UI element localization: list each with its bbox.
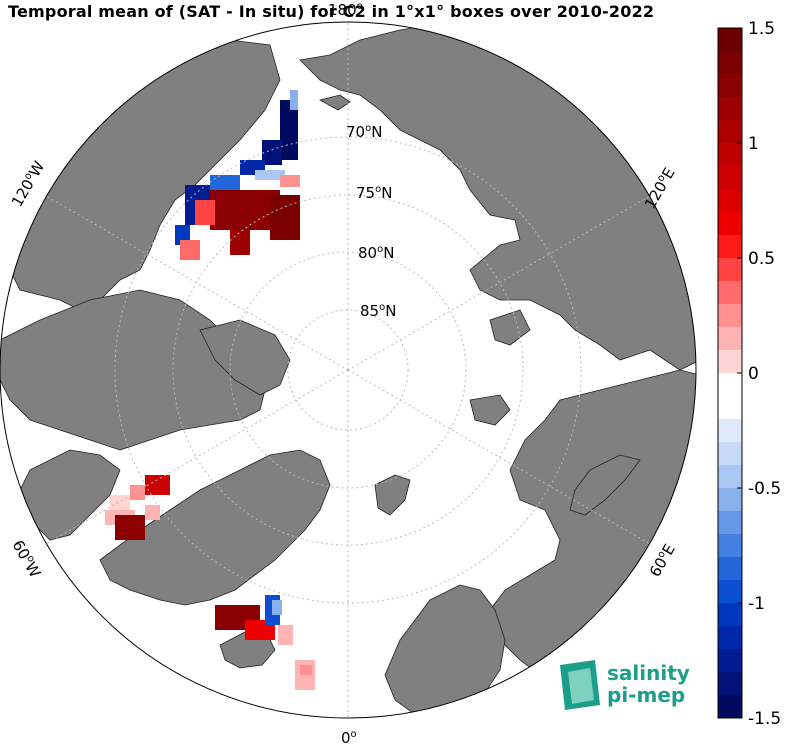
colorbar-tick-label: 0.5 (748, 249, 775, 269)
box (145, 475, 170, 495)
graticule (45, 22, 651, 718)
latitude-labels: 70oN 75oN 80oN 85oN (346, 123, 396, 320)
box (280, 175, 300, 187)
lat-label-80: 80oN (358, 244, 394, 262)
colorbar-tick-label: 1 (748, 134, 759, 154)
lat-label-70: 70oN (346, 123, 382, 141)
colorbar (717, 27, 743, 719)
colorbar-segment (718, 649, 742, 673)
colorbar-ticks: 1.5 1 0.5 0 -0.5 -1 -1.5 (737, 19, 781, 729)
box (300, 665, 312, 675)
colorbar-tick-label: -1 (748, 594, 765, 614)
colorbar-tick-label: 0 (748, 364, 759, 384)
box (280, 100, 298, 160)
colorbar-tick-label: 1.5 (748, 19, 775, 39)
colorbar-segment (718, 488, 742, 512)
colorbar-segment (718, 51, 742, 75)
colorbar-segment (718, 143, 742, 167)
anomaly-boxes (105, 90, 315, 690)
colorbar-segment (718, 327, 742, 351)
salinity-pimep-logo: salinity pi-mep (560, 660, 690, 710)
box (278, 625, 293, 645)
colorbar-segment (718, 626, 742, 650)
land-svalbard (374, 474, 411, 516)
box (230, 230, 250, 255)
colorbar-segment (718, 281, 742, 305)
box (210, 190, 280, 230)
colorbar-segment (718, 373, 742, 397)
box (180, 240, 200, 260)
box (130, 485, 145, 500)
lon-label-120w: 120oW (8, 158, 48, 210)
colorbar-segment (718, 442, 742, 466)
lon-label-180: 180o (328, 1, 363, 19)
colorbar-segment (718, 695, 742, 719)
colorbar-segment (718, 189, 742, 213)
colorbar-segment (718, 534, 742, 558)
land-ellesmere (199, 319, 291, 396)
lat-label-75: 75oN (356, 184, 392, 202)
colorbar-segment (718, 419, 742, 443)
land-novaya-zemlya (569, 454, 641, 516)
box (210, 175, 240, 190)
lon-label-0: 0o (341, 729, 357, 747)
land-wrangel (318, 94, 351, 111)
box (272, 600, 282, 615)
colorbar-segment (718, 557, 742, 581)
lon-label-120e: 120oE (641, 165, 679, 212)
colorbar-segment (718, 258, 742, 282)
land-scandinavia (384, 584, 506, 718)
box (270, 195, 300, 240)
colorbar-segment (718, 74, 742, 98)
colorbar-segment (718, 120, 742, 144)
box (115, 515, 145, 540)
colorbar-segment (718, 97, 742, 121)
map-title: Temporal mean of (SAT - In situ) for C2 … (8, 2, 655, 21)
colorbar-segment (718, 212, 742, 236)
lon-label-60w: 60oW (9, 537, 45, 581)
box (110, 495, 130, 510)
colorbar-tick-label: -1.5 (748, 709, 781, 729)
logo-line2: pi-mep (607, 683, 685, 707)
logo-line1: salinity (607, 661, 690, 685)
colorbar-segment (718, 304, 742, 328)
colorbar-segment (718, 166, 742, 190)
box (145, 505, 160, 520)
colorbar-segment (718, 672, 742, 696)
map-border (0, 21, 697, 719)
colorbar-tick-label: -0.5 (748, 479, 781, 499)
land-canadian-archipelago (0, 289, 266, 451)
lat-label-85: 85oN (360, 302, 396, 320)
land-franz-josef (469, 394, 511, 426)
colorbar-segment (718, 235, 742, 259)
colorbar-segment (718, 396, 742, 420)
colorbar-segment (718, 603, 742, 627)
colorbar-segment (718, 465, 742, 489)
box (255, 170, 285, 180)
lon-label-60e: 60oE (646, 541, 679, 580)
colorbar-segment (718, 350, 742, 374)
colorbar-segment (718, 511, 742, 535)
land-greenland (99, 449, 331, 606)
box (262, 140, 282, 165)
box (290, 90, 298, 110)
box (195, 200, 215, 225)
colorbar-segment (718, 580, 742, 604)
colorbar-segment (718, 28, 742, 52)
logo-mark-shade (568, 668, 594, 704)
